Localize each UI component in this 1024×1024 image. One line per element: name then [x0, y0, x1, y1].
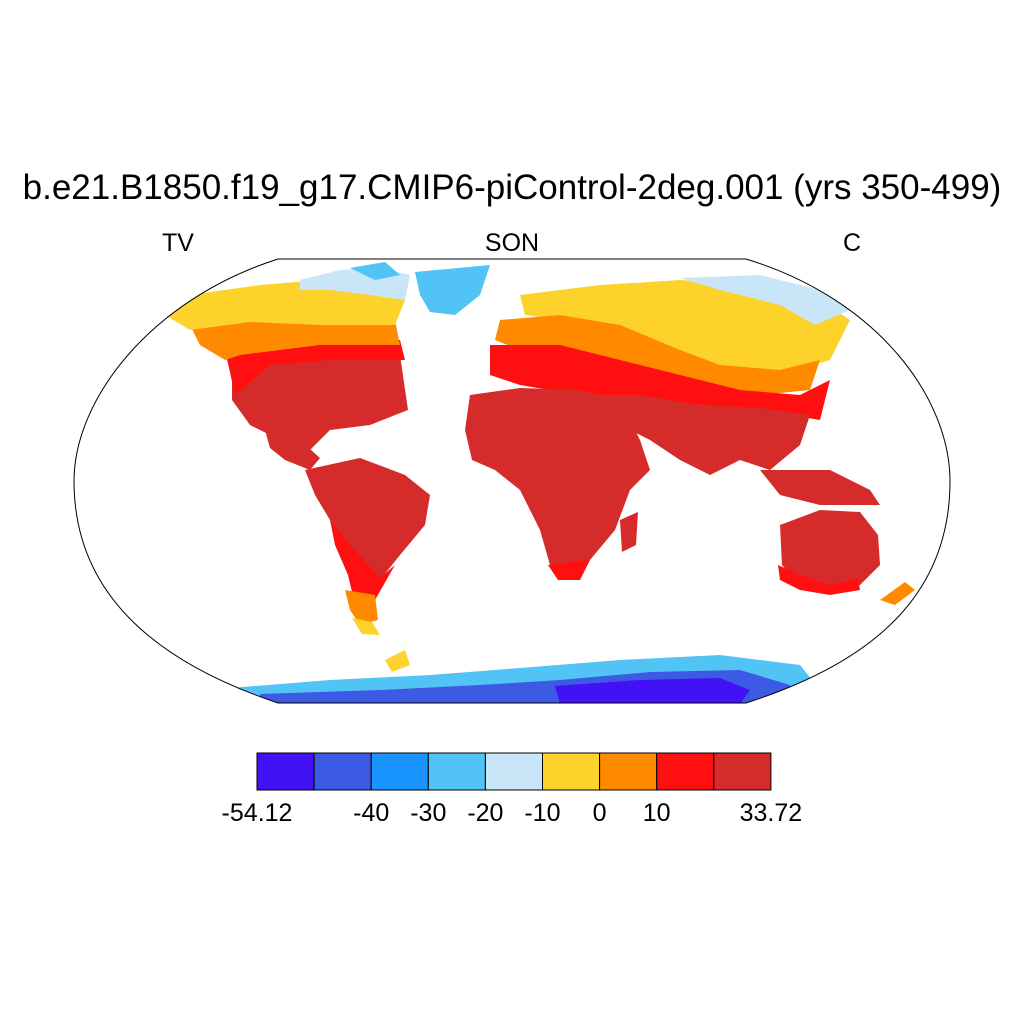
colorbar-tick-label: -10	[524, 799, 561, 827]
australia	[780, 510, 880, 590]
colorbar-swatch	[599, 752, 658, 791]
south-america-hot	[305, 458, 430, 580]
colorbar-tick-label: -40	[353, 799, 390, 827]
colorbar-swatch	[542, 752, 601, 791]
eurasia-orange	[495, 315, 820, 395]
eurasia-red	[490, 345, 830, 420]
colorbar-tick-label: 0	[592, 799, 607, 827]
eurasia-yellow	[520, 280, 850, 375]
north-america-warm	[232, 350, 408, 455]
colorbar-tick-label: -54.12	[221, 799, 293, 827]
globe-outline	[73, 258, 951, 704]
colorbar-swatch	[427, 752, 486, 791]
siberia-light	[680, 275, 850, 325]
colorbar-swatch	[313, 752, 372, 791]
left-string: TV	[162, 229, 194, 257]
southeast-asia-islands	[760, 470, 880, 505]
north-america-orange	[190, 315, 400, 360]
africa	[465, 388, 650, 578]
antarctic-peninsula	[385, 650, 410, 672]
arctic-islands	[350, 262, 400, 280]
antarctica-core	[555, 678, 750, 703]
colorbar-tick-label: -30	[410, 799, 447, 827]
colorbar-tick-label: -20	[467, 799, 504, 827]
africa-south-red	[548, 560, 590, 580]
colorbar-tick-label: 33.72	[739, 799, 803, 827]
colorbar-swatch	[370, 752, 429, 791]
central-america	[265, 430, 320, 470]
plot-title: b.e21.B1850.f19_g17.CMIP6-piControl-2deg…	[22, 168, 1002, 207]
land-fill	[160, 262, 915, 703]
south-america-tip	[352, 618, 380, 635]
colorbar	[256, 752, 772, 791]
south-america-orange	[345, 590, 378, 625]
new-zealand	[880, 582, 915, 605]
colorbar-tick-label: 10	[642, 799, 671, 827]
colorbar-swatch	[484, 752, 543, 791]
colorbar-swatch	[256, 752, 315, 791]
colorbar-swatch	[656, 752, 715, 791]
center-string: SON	[484, 229, 540, 257]
madagascar	[620, 512, 638, 552]
north-america-yellow	[160, 280, 405, 330]
greenland	[415, 265, 490, 315]
colorbar-swatch	[713, 752, 772, 791]
australia-south-red	[778, 565, 860, 595]
south-america-red	[330, 520, 395, 605]
right-string: C	[843, 229, 862, 257]
